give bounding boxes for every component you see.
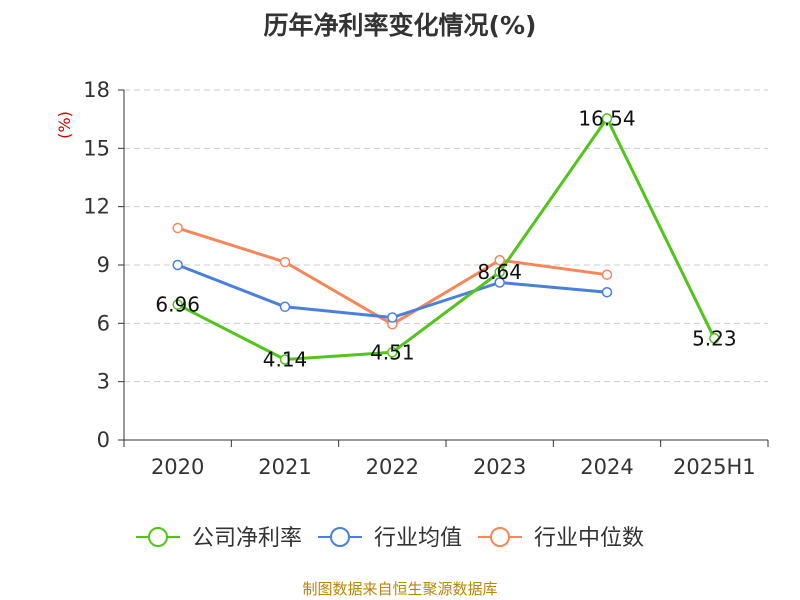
x-tick-label-2021: 2021 [258,455,311,479]
point-行业中位数-2020 [172,222,183,234]
point-行业中位数-2023 [494,254,505,266]
point-行业均值-2022 [387,312,398,323]
x-tick-label-2025H1: 2025H1 [673,455,756,479]
data-label-2022: 4.51 [370,340,415,364]
chart-title: 历年净利率变化情况(%) [263,11,537,40]
grid-layer [124,89,768,383]
y-tick-label-6: 6 [97,311,110,335]
data-label-2024: 16.54 [578,106,635,130]
legend-marker-行业中位数 [490,527,510,547]
y-tick-label-9: 9 [97,253,110,277]
x-tick-label-2020: 2020 [151,455,204,479]
source-note: 制图数据来自恒生聚源数据库 [302,580,498,598]
point-公司净利率-2024 [601,113,613,124]
label-layer: 6.96 4.14 4.51 8.64 16.54 5.23 [155,106,736,371]
point-公司净利率-2020 [172,299,183,310]
point-行业中位数-2024 [601,269,613,280]
point-行业均值-2023 [494,277,505,288]
series-line-行业中位数 [177,226,608,326]
series-line-公司净利率 [177,116,716,361]
point-公司净利率-2023 [494,266,505,278]
x-tick-label-2023: 2023 [473,455,526,479]
y-tick-label-12: 12 [83,195,110,219]
legend-label-公司净利率: 公司净利率 [192,526,302,551]
point-行业均值-2021 [279,301,291,313]
y-tick-label-0: 0 [97,428,110,452]
legend-marker-公司净利率 [148,527,168,547]
legend-layer: 公司净利率 行业均值 行业中位数 [136,526,644,551]
x-tick-label-2022: 2022 [366,455,419,479]
point-公司净利率-2022 [387,347,398,358]
series-layer [172,113,720,365]
y-axis-unit-label: (%) [55,111,74,139]
data-label-2020: 6.96 [155,293,200,317]
data-label-2021: 4.14 [263,348,308,372]
point-行业中位数-2021 [279,256,291,268]
point-行业均值-2020 [172,259,183,271]
legend-label-行业均值: 行业均值 [374,526,462,551]
point-公司净利率-2021 [279,354,291,365]
legend-label-行业中位数: 行业中位数 [534,526,644,551]
y-tick-label-15: 15 [83,136,110,160]
point-行业均值-2024 [601,286,613,298]
x-tick-label-2024: 2024 [580,455,633,479]
y-tick-label-18: 18 [83,78,110,102]
data-label-2023: 8.64 [477,260,522,284]
data-label-2025H1: 5.23 [692,326,737,350]
point-公司净利率-2025H1 [709,333,720,344]
y-tick-label-3: 3 [97,370,110,394]
series-line-行业均值 [177,263,608,319]
legend-marker-行业均值 [330,527,350,547]
axis-layer: 0 3 6 9 12 15 18 (%) 2020 2021 2022 2023 2024 2025H1 [55,78,769,479]
